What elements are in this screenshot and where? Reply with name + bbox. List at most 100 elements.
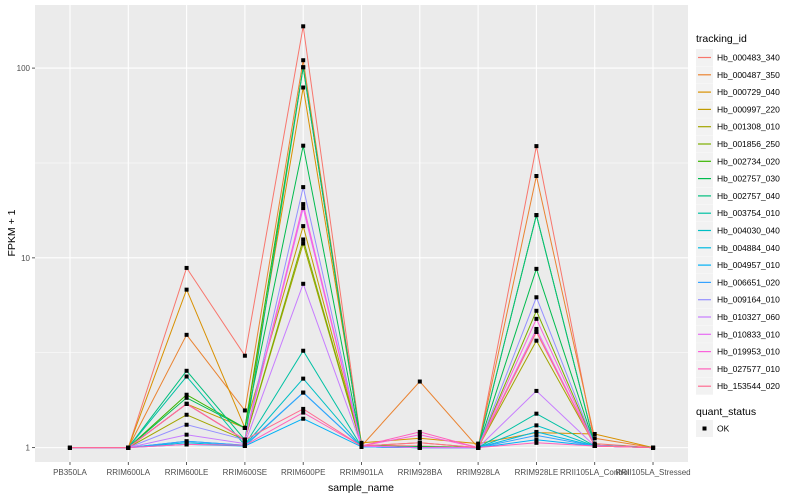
data-point: [301, 224, 306, 229]
data-point: [301, 281, 306, 286]
x-tick-label: RRIM600LA: [106, 468, 150, 477]
shape-legend-title: quant_status: [696, 406, 756, 418]
legend-label: Hb_009164_010: [717, 295, 780, 305]
legend-label: OK: [717, 424, 730, 434]
data-point: [359, 443, 364, 448]
legend-item: Hb_027577_010: [696, 360, 780, 378]
data-point: [242, 443, 247, 448]
data-points: [67, 24, 656, 450]
data-point: [534, 437, 539, 442]
data-point: [301, 348, 306, 353]
data-point: [184, 442, 189, 447]
data-point: [184, 395, 189, 400]
legend-item: Hb_001856_250: [696, 135, 780, 153]
legend-item: Hb_000483_340: [696, 49, 780, 66]
legend-item: Hb_010833_010: [696, 325, 780, 343]
data-point: [242, 353, 247, 358]
data-point: [242, 437, 247, 442]
legend-label: Hb_002757_030: [717, 174, 780, 184]
legend-label: Hb_027577_010: [717, 364, 780, 374]
data-point: [534, 338, 539, 343]
data-point: [184, 287, 189, 292]
data-point: [301, 206, 306, 211]
data-point: [534, 433, 539, 438]
legend-label: Hb_004030_040: [717, 226, 780, 236]
legend-label: Hb_000997_220: [717, 104, 780, 114]
x-tick-label: PB350LA: [53, 468, 87, 477]
x-tick-label: RRIM901LA: [340, 468, 384, 477]
y-tick-label: 10: [21, 254, 30, 263]
legend-item: Hb_010327_060: [696, 308, 780, 326]
data-point: [301, 237, 306, 242]
data-point: [534, 423, 539, 428]
data-point: [534, 411, 539, 416]
data-point: [592, 431, 597, 436]
legend-label: Hb_002734_020: [717, 156, 780, 166]
data-point: [184, 412, 189, 417]
data-point: [184, 265, 189, 270]
legend-label: Hb_000487_350: [717, 70, 780, 80]
legend-label: Hb_003754_010: [717, 208, 780, 218]
x-tick-label: RRIM928LE: [515, 468, 559, 477]
legend-label: Hb_006651_020: [717, 277, 780, 287]
data-point: [301, 416, 306, 421]
data-point: [417, 440, 422, 445]
data-point: [301, 410, 306, 415]
data-point: [417, 432, 422, 437]
data-point: [534, 295, 539, 300]
data-point: [476, 441, 481, 446]
data-point: [534, 429, 539, 434]
data-point: [301, 24, 306, 29]
data-point: [301, 85, 306, 90]
data-point: [534, 329, 539, 334]
legend-item: Hb_153544_020: [696, 377, 780, 395]
data-point: [651, 445, 656, 450]
data-point: [301, 376, 306, 381]
legend-label: Hb_001856_250: [717, 139, 780, 149]
legend-label: Hb_001308_010: [717, 122, 780, 132]
data-point: [301, 241, 306, 246]
legend-item: Hb_004030_040: [696, 222, 780, 239]
data-point: [242, 408, 247, 413]
data-point: [534, 266, 539, 271]
data-point: [417, 436, 422, 441]
data-point: [417, 429, 422, 434]
legend-label: Hb_153544_020: [717, 381, 780, 391]
legend: tracking_id Hb_000483_340 Hb_000487_350 Hb…: [696, 33, 780, 437]
legend-label: Hb_000483_340: [717, 53, 780, 63]
legend-label: Hb_010833_010: [717, 329, 780, 339]
data-point: [184, 392, 189, 397]
legend-item: Hb_000487_350: [696, 66, 780, 84]
legend-item: Hb_004957_010: [696, 256, 780, 274]
x-tick-label: RRIM600SE: [223, 468, 267, 477]
data-point: [301, 58, 306, 63]
data-point: [476, 445, 481, 450]
legend-item: Hb_001308_010: [696, 118, 780, 136]
data-point: [301, 65, 306, 70]
legend-title: tracking_id: [696, 33, 747, 45]
legend-label: Hb_002757_040: [717, 191, 780, 201]
data-point: [534, 316, 539, 321]
data-point: [301, 185, 306, 190]
legend-item: Hb_000997_220: [696, 100, 780, 118]
legend-label: Hb_004957_010: [717, 260, 780, 270]
shape-legend-item: OK: [696, 420, 730, 437]
legend-item: Hb_003754_010: [696, 204, 780, 222]
legend-label: Hb_004884_040: [717, 243, 780, 253]
legend-item: Hb_002757_030: [696, 170, 780, 188]
data-point: [592, 443, 597, 448]
legend-item: Hb_004884_040: [696, 239, 780, 257]
y-tick-label: 1: [26, 444, 31, 453]
x-tick-label: RRIM928LA: [456, 468, 500, 477]
y-axis-title: FPKM + 1: [6, 209, 18, 256]
data-point: [417, 379, 422, 384]
x-tick-label: RRII105LA_Stressed: [615, 468, 690, 477]
data-point: [301, 143, 306, 148]
legend-label: Hb_010327_060: [717, 312, 780, 322]
data-point: [126, 445, 131, 450]
data-point: [301, 202, 306, 207]
data-point: [534, 173, 539, 178]
data-point: [184, 422, 189, 427]
data-point: [242, 425, 247, 430]
